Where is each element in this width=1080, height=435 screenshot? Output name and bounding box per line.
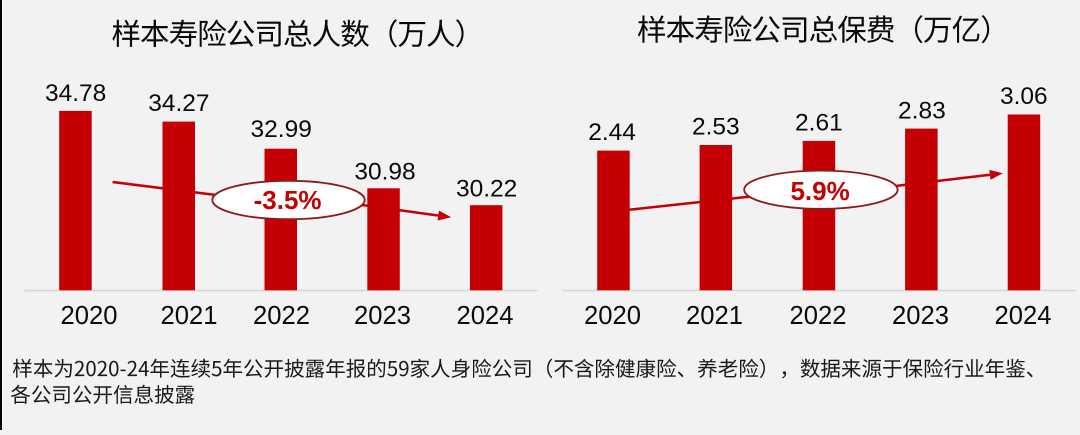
svg-text:2023: 2023 (892, 302, 949, 330)
svg-text:5.9%: 5.9% (790, 176, 849, 206)
svg-text:3.06: 3.06 (1000, 83, 1048, 110)
svg-text:2020: 2020 (584, 302, 641, 330)
svg-text:2023: 2023 (354, 302, 411, 330)
svg-text:2.44: 2.44 (588, 119, 636, 146)
svg-text:30.22: 30.22 (456, 175, 517, 202)
svg-text:2.53: 2.53 (692, 114, 740, 141)
svg-text:2.83: 2.83 (898, 97, 946, 124)
svg-text:2021: 2021 (686, 302, 743, 330)
svg-text:2022: 2022 (253, 302, 310, 330)
svg-text:34.78: 34.78 (45, 80, 106, 107)
svg-text:2024: 2024 (457, 302, 514, 330)
svg-text:2024: 2024 (995, 302, 1052, 330)
svg-text:2.61: 2.61 (795, 110, 843, 137)
svg-text:2020: 2020 (61, 302, 118, 330)
svg-text:30.98: 30.98 (354, 159, 415, 186)
svg-text:-3.5%: -3.5% (254, 185, 322, 215)
svg-text:34.27: 34.27 (148, 90, 209, 117)
svg-text:32.99: 32.99 (251, 116, 312, 143)
svg-text:2022: 2022 (790, 302, 847, 330)
svg-text:2021: 2021 (161, 302, 218, 330)
